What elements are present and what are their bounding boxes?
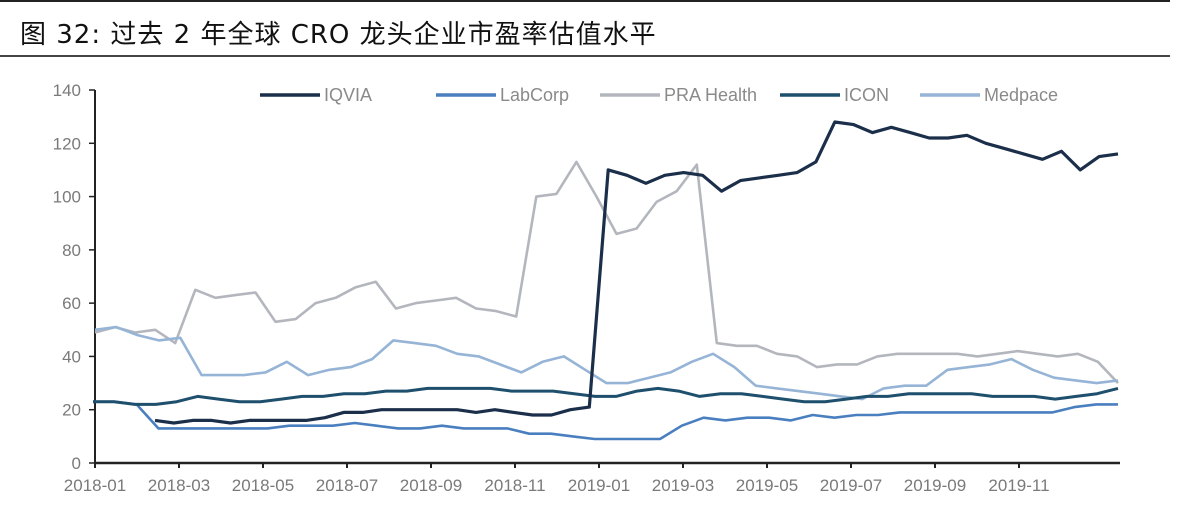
y-tick-label: 140: [53, 81, 81, 100]
figure-title-text: 过去 2 年全球 CRO 龙头企业市盈率估值水平: [110, 20, 657, 50]
legend-label: Medpace: [984, 85, 1058, 105]
legend-item-labcorp: LabCorp: [436, 85, 569, 105]
x-tick-label: 2019-07: [820, 476, 882, 495]
series-line-pra-health: [94, 160, 1119, 384]
series-line-medpace: [94, 325, 1119, 401]
x-tick-label: 2018-11: [484, 476, 545, 495]
y-tick-label: 20: [62, 401, 81, 420]
chart-legend: IQVIA LabCorp PRA Health ICON Medpace: [260, 85, 1058, 105]
y-tick-label: 100: [53, 188, 81, 207]
x-tick-label: 2018-01: [64, 476, 126, 495]
y-tick-label: 60: [62, 294, 81, 313]
y-tick-label: 80: [62, 241, 81, 260]
x-tick-label: 2018-09: [400, 476, 462, 495]
x-tick-label: 2019-05: [736, 476, 798, 495]
x-tick-label: 2019-11: [988, 476, 1049, 495]
x-tick-label: 2019-01: [568, 476, 630, 495]
x-tick-label: 2018-07: [316, 476, 378, 495]
figure-number: 图 32:: [20, 20, 102, 50]
x-tick-label: 2019-09: [904, 476, 966, 495]
x-tick-label: 2018-03: [148, 476, 210, 495]
series-line-icon: [93, 386, 1119, 406]
legend-item-pra-health: PRA Health: [600, 85, 757, 105]
legend-label: LabCorp: [500, 85, 569, 105]
y-tick-label: 120: [53, 134, 81, 153]
legend-label: PRA Health: [664, 85, 757, 105]
x-tick-label: 2019-03: [652, 476, 714, 495]
chart-series: [93, 120, 1119, 441]
chart-axes: 0 20 40 60 80 100 120 140 2018-01 2018-03 2018-05 2…: [53, 81, 1120, 495]
figure-title-bar: 图 32: 过去 2 年全球 CRO 龙头企业市盈率估值水平: [0, 0, 1170, 57]
legend-item-icon: ICON: [780, 85, 889, 105]
legend-item-medpace: Medpace: [920, 85, 1058, 105]
y-tick-label: 40: [62, 347, 81, 366]
series-line-labcorp: [93, 400, 1118, 441]
series-line-iqvia: [154, 120, 1119, 425]
x-tick-label: 2018-05: [232, 476, 294, 495]
legend-label: ICON: [844, 85, 889, 105]
figure-title: 图 32: 过去 2 年全球 CRO 龙头企业市盈率估值水平: [20, 14, 657, 51]
legend-item-iqvia: IQVIA: [260, 85, 372, 105]
y-tick-label: 0: [72, 454, 81, 473]
legend-label: IQVIA: [324, 85, 372, 105]
